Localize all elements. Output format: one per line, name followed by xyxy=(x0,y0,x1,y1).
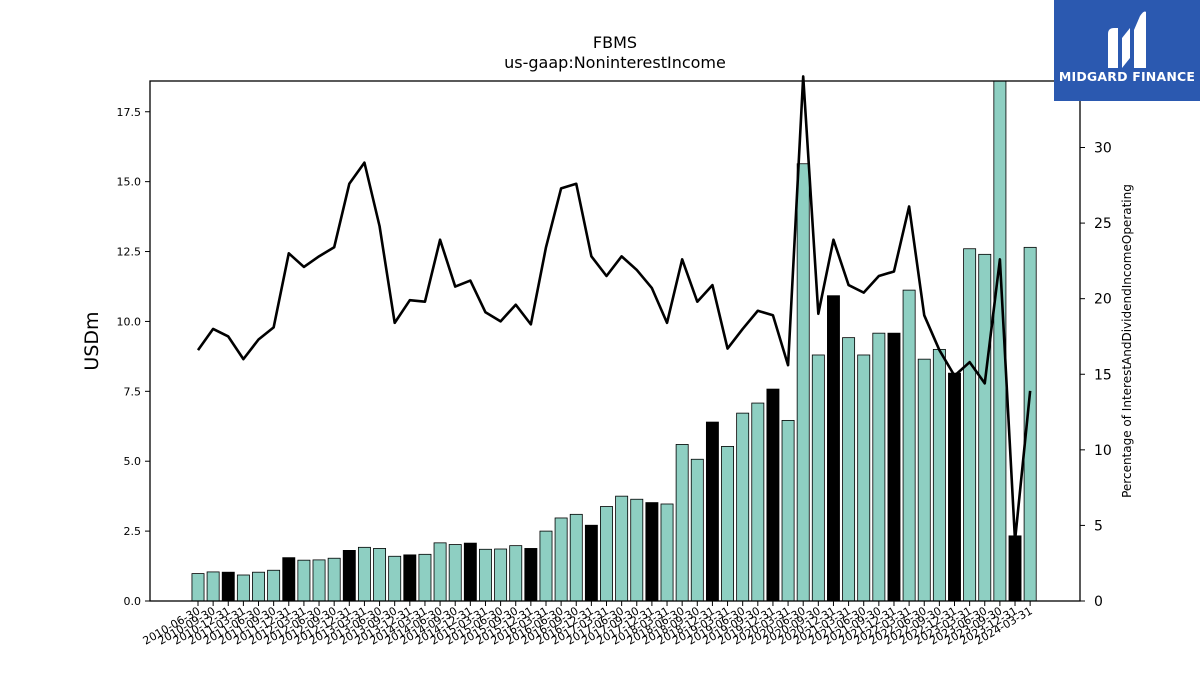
bar xyxy=(494,548,508,602)
bar xyxy=(463,542,477,602)
chart-subtitle: us-gaap:NoninterestIncome xyxy=(504,53,726,72)
brand-logo: MIDGARD FINANCE xyxy=(1054,0,1200,101)
bar xyxy=(221,571,235,602)
y2-tick-label: 25 xyxy=(1094,216,1112,232)
bar xyxy=(448,544,462,602)
bar xyxy=(690,458,704,602)
bar xyxy=(267,569,281,602)
y2-tick-label: 0 xyxy=(1094,594,1103,610)
bar xyxy=(554,517,568,602)
y2-tick-label: 10 xyxy=(1094,443,1112,459)
bar xyxy=(887,332,901,602)
midgard-logo-icon xyxy=(1108,11,1146,68)
y-tick-label: 2.5 xyxy=(124,525,142,538)
bar xyxy=(751,402,765,602)
plot-frame xyxy=(149,80,1081,602)
bar xyxy=(781,419,795,602)
bar xyxy=(236,574,250,602)
bar xyxy=(282,557,296,602)
bar xyxy=(373,548,387,602)
bar xyxy=(327,557,341,602)
y-tick-label: 15.0 xyxy=(117,176,142,189)
bar xyxy=(1008,535,1022,602)
bar xyxy=(811,354,825,602)
bar xyxy=(569,513,583,602)
y-tick-label: 17.5 xyxy=(117,106,142,119)
bar xyxy=(252,571,265,602)
bar xyxy=(948,372,961,602)
bar xyxy=(342,550,356,602)
bar xyxy=(539,530,553,602)
y-tick-label: 0.0 xyxy=(124,595,142,608)
y-tick-label: 10.0 xyxy=(117,315,142,328)
chart-title: FBMS xyxy=(593,33,637,52)
bar xyxy=(524,548,538,602)
bar xyxy=(584,524,598,602)
line-layer xyxy=(196,75,1032,542)
y-axis-label: USDm xyxy=(81,311,103,370)
bar xyxy=(675,444,689,602)
bar xyxy=(509,545,523,602)
bar xyxy=(600,506,613,602)
y2-tick-label: 30 xyxy=(1094,141,1112,157)
bar xyxy=(842,337,856,602)
bars-group xyxy=(191,80,1037,602)
axes-group: 0.0 2.5 5.0 7.5 10.0 12.5 15.0 17.5 0 5 10 15 20 25 30… xyxy=(117,80,1112,648)
bar xyxy=(766,388,780,602)
bar xyxy=(312,559,326,602)
bar xyxy=(660,503,674,602)
bar xyxy=(872,332,886,602)
bar xyxy=(433,542,447,602)
bar xyxy=(206,571,220,602)
bar xyxy=(902,289,916,602)
bar xyxy=(721,445,735,602)
bar xyxy=(630,498,644,602)
y2-tick-label: 15 xyxy=(1094,367,1112,383)
series-line xyxy=(196,75,1032,542)
y-tick-label: 12.5 xyxy=(117,246,142,259)
bar xyxy=(615,495,629,602)
brand-name: MIDGARD FINANCE xyxy=(1058,69,1196,84)
y-tick-label: 5.0 xyxy=(124,455,142,468)
y2-tick-label: 5 xyxy=(1094,518,1103,534)
bar xyxy=(645,502,659,602)
bar xyxy=(388,555,402,602)
bar xyxy=(736,412,750,602)
bar xyxy=(191,573,205,602)
y2-axis-label: Percentage of InterestAndDividendIncomeO… xyxy=(1120,184,1134,498)
bar xyxy=(978,253,992,602)
bar xyxy=(917,358,931,602)
bar xyxy=(418,553,432,602)
bar xyxy=(357,546,371,602)
bar xyxy=(479,548,492,602)
bar xyxy=(796,163,810,602)
bar xyxy=(705,421,719,602)
bar xyxy=(857,354,871,602)
bar xyxy=(963,248,977,602)
bar xyxy=(403,554,417,602)
bar xyxy=(827,295,840,602)
y-tick-label: 7.5 xyxy=(124,385,142,398)
bar xyxy=(932,348,946,602)
bar xyxy=(297,559,311,602)
y2-tick-label: 20 xyxy=(1094,292,1112,308)
